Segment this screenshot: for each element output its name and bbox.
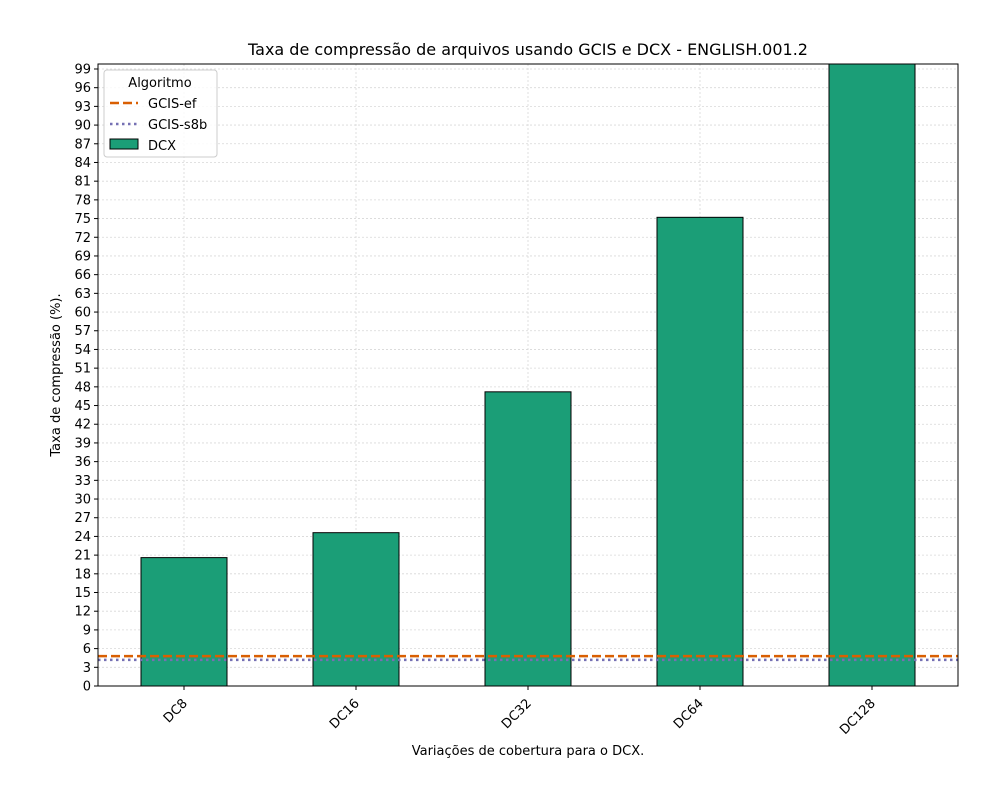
legend-label-dcx: DCX <box>148 139 176 154</box>
y-tick-label: 93 <box>74 100 91 115</box>
x-tick-label: DC128 <box>837 696 879 738</box>
y-tick-label: 60 <box>74 306 91 321</box>
y-tick-label: 36 <box>74 455 91 470</box>
bar-dc16 <box>312 532 400 687</box>
y-tick-label: 72 <box>74 231 91 246</box>
reference-lines <box>98 654 958 662</box>
y-tick-label: 66 <box>74 268 91 283</box>
bar-dc32 <box>484 391 572 687</box>
y-tick-label: 33 <box>74 474 91 489</box>
y-tick-label: 27 <box>74 511 91 526</box>
legend-title: Algoritmo <box>128 76 191 91</box>
y-tick-label: 96 <box>74 81 91 96</box>
y-tick-label: 30 <box>74 493 91 508</box>
chart-title: Taxa de compressão de arquivos usando GC… <box>247 40 808 59</box>
y-tick-label: 69 <box>74 249 91 264</box>
y-tick-label: 75 <box>74 212 91 227</box>
y-tick-label: 99 <box>74 62 91 77</box>
bar-dc64 <box>656 216 744 687</box>
y-tick-label: 0 <box>83 680 91 695</box>
bar-dc8 <box>140 557 228 687</box>
y-tick-label: 9 <box>83 623 91 638</box>
x-tick-label: DC8 <box>161 696 191 726</box>
y-tick-label: 39 <box>74 436 91 451</box>
x-axis-label: Variações de cobertura para o DCX. <box>412 744 645 759</box>
y-axis-ticks: 0369121518212427303336394245485154576063… <box>74 62 98 695</box>
x-tick-label: DC32 <box>499 696 535 732</box>
x-tick-label: DC64 <box>671 696 707 732</box>
y-tick-label: 6 <box>83 642 91 657</box>
y-tick-label: 90 <box>74 119 91 134</box>
x-axis-ticks: DC8 DC16 DC32 DC64 DC128 <box>161 686 879 738</box>
y-tick-label: 63 <box>74 287 91 302</box>
legend: Algoritmo GCIS-ef GCIS-s8b DCX <box>103 69 218 158</box>
y-tick-label: 78 <box>74 193 91 208</box>
y-tick-label: 48 <box>74 380 91 395</box>
y-tick-label: 51 <box>74 362 91 377</box>
y-tick-label: 84 <box>74 156 91 171</box>
y-tick-label: 81 <box>74 175 91 190</box>
y-tick-label: 45 <box>74 399 91 414</box>
legend-swatch-dcx <box>109 138 139 150</box>
y-tick-label: 24 <box>74 530 91 545</box>
y-axis-label: Taxa de compressão (%). <box>49 293 64 457</box>
y-tick-label: 3 <box>83 661 91 676</box>
y-tick-label: 57 <box>74 324 91 339</box>
y-tick-label: 12 <box>74 605 91 620</box>
legend-box <box>103 69 218 158</box>
legend-label-gcis-ef: GCIS-ef <box>148 97 197 112</box>
y-tick-label: 18 <box>74 567 91 582</box>
y-tick-label: 87 <box>74 137 91 152</box>
y-tick-label: 42 <box>74 418 91 433</box>
bar-dc128 <box>828 63 916 687</box>
y-tick-label: 21 <box>74 549 91 564</box>
x-tick-label: DC16 <box>327 696 363 732</box>
y-tick-label: 15 <box>74 586 91 601</box>
y-tick-label: 54 <box>74 343 91 358</box>
legend-label-gcis-s8b: GCIS-s8b <box>148 118 207 133</box>
